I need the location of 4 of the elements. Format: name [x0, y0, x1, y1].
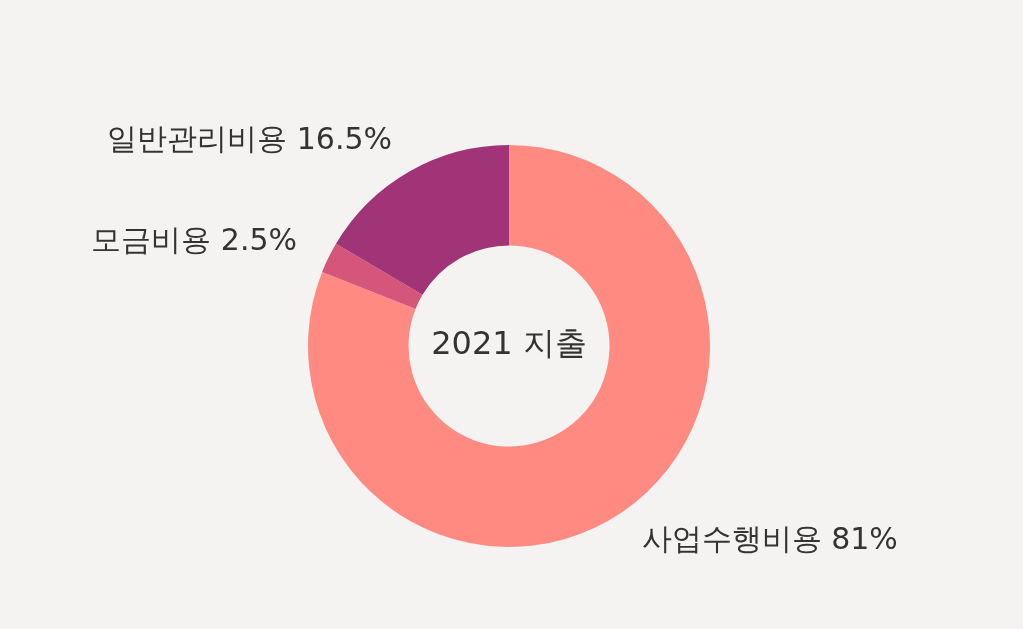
slice-label: 모금비용 2.5% [91, 221, 298, 257]
slice-label: 일반관리비용 16.5% [107, 120, 393, 156]
slice-label: 사업수행비용 81% [641, 520, 898, 556]
text: 2021 지출 [431, 324, 587, 363]
